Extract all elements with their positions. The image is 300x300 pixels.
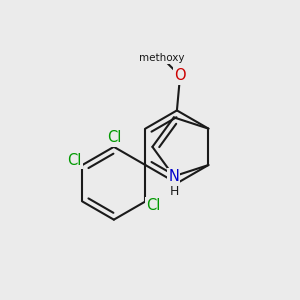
Text: Cl: Cl: [107, 130, 121, 146]
Text: Cl: Cl: [68, 153, 82, 168]
Text: methoxy: methoxy: [139, 53, 185, 63]
Text: O: O: [174, 68, 186, 83]
Text: N: N: [168, 169, 179, 184]
Text: H: H: [170, 185, 179, 198]
Text: Cl: Cl: [146, 198, 160, 213]
